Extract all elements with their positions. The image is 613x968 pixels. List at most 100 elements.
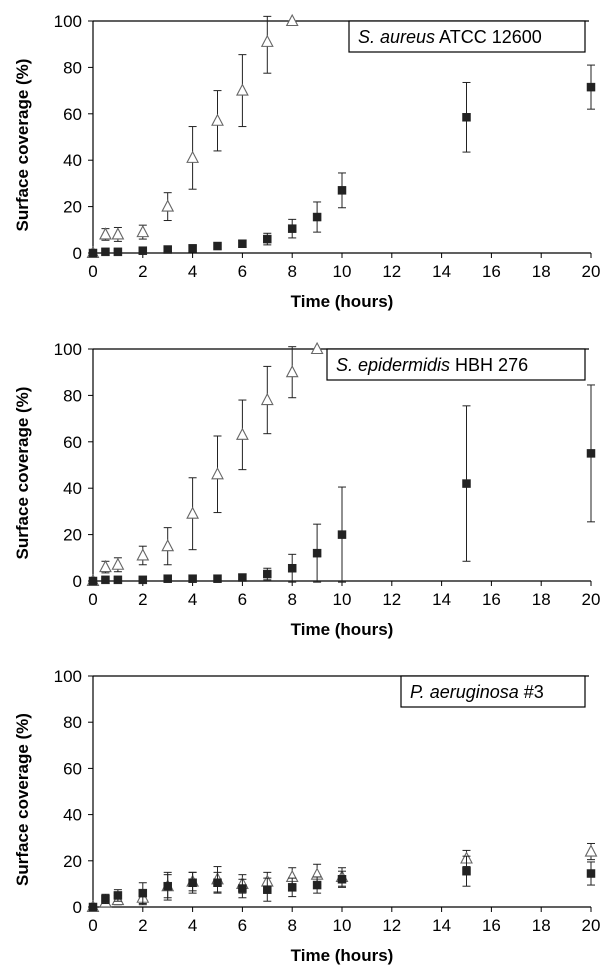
y-axis-label: Surface coverage (%) xyxy=(13,59,32,232)
y-tick-label: 0 xyxy=(73,244,82,263)
data-point-square xyxy=(213,574,222,583)
data-point-square xyxy=(337,875,347,884)
data-point-square xyxy=(263,885,272,894)
data-point-square xyxy=(113,247,123,257)
x-tick-label: 0 xyxy=(88,916,97,935)
data-point-square xyxy=(163,881,172,891)
y-tick-label: 80 xyxy=(63,58,82,77)
y-tick-label: 80 xyxy=(63,386,82,405)
data-point-square xyxy=(88,902,98,912)
data-point-triangle xyxy=(136,224,150,238)
series-filled-square xyxy=(88,855,596,912)
data-point-square xyxy=(188,878,197,887)
data-point-square xyxy=(263,569,272,579)
y-tick-label: 100 xyxy=(54,340,82,359)
data-point-square xyxy=(163,245,172,254)
x-tick-label: 8 xyxy=(287,590,296,609)
y-tick-label: 60 xyxy=(63,433,82,452)
data-point-square xyxy=(213,878,222,887)
chart-panel-1: 0 20 40 60 80 100 0 2 4 6 8 10 12 14 16 18 20 Time (hours… xyxy=(13,12,600,311)
strain-label-box xyxy=(348,20,586,53)
x-tick-label: 16 xyxy=(482,262,501,281)
data-point-square xyxy=(287,883,297,892)
data-point-triangle xyxy=(186,506,200,519)
x-tick-label: 10 xyxy=(333,590,352,609)
data-point-triangle xyxy=(235,83,249,96)
x-tick-label: 4 xyxy=(188,916,197,935)
data-point-triangle xyxy=(136,548,150,561)
y-tick-label: 100 xyxy=(54,667,82,686)
x-tick-label: 0 xyxy=(88,590,97,609)
y-axis-label: Surface coverage (%) xyxy=(13,387,32,560)
strain-label-species: S. aureus xyxy=(358,27,435,47)
y-axis-label: Surface coverage (%) xyxy=(13,713,32,886)
strain-label-id: ATCC 12600 xyxy=(435,27,542,47)
data-point-triangle xyxy=(584,844,598,857)
x-tick-label: 12 xyxy=(382,590,401,609)
strain-label-id: #3 xyxy=(519,682,544,702)
data-point-square xyxy=(462,866,471,876)
x-tick-label: 18 xyxy=(532,590,551,609)
data-point-triangle xyxy=(186,150,200,163)
x-tick-label: 8 xyxy=(287,916,296,935)
data-point-square xyxy=(163,574,172,583)
data-point-square xyxy=(88,248,98,258)
data-point-square xyxy=(263,234,272,244)
data-point-square xyxy=(462,479,471,488)
data-point-square xyxy=(101,247,110,257)
data-point-triangle xyxy=(99,559,112,573)
data-point-square xyxy=(586,449,596,458)
x-tick-label: 8 xyxy=(287,262,296,281)
series-filled-square xyxy=(88,64,596,258)
data-point-square xyxy=(88,576,98,586)
data-point-square xyxy=(213,241,222,251)
data-point-square xyxy=(312,548,322,558)
y-tick-label: 20 xyxy=(63,526,82,545)
strain-label: P. aeruginosa #3 xyxy=(410,682,544,702)
strain-label-box xyxy=(400,675,586,708)
chart-panel-3: 0 20 40 60 80 100 0 2 4 6 8 10 12 14 16 18 20 Time (hours… xyxy=(13,667,600,965)
data-point-square xyxy=(101,575,110,585)
y-tick-label: 60 xyxy=(63,759,82,778)
x-tick-label: 16 xyxy=(482,590,501,609)
x-tick-label: 18 xyxy=(532,262,551,281)
data-point-triangle xyxy=(285,365,299,378)
data-point-triangle xyxy=(285,13,299,27)
data-point-square xyxy=(586,82,596,92)
x-tick-label: 2 xyxy=(138,590,147,609)
data-point-square xyxy=(287,224,297,233)
y-tick-label: 0 xyxy=(73,898,82,917)
x-tick-label: 14 xyxy=(432,262,451,281)
x-tick-label: 18 xyxy=(532,916,551,935)
data-point-triangle xyxy=(161,539,175,552)
data-point-square xyxy=(138,888,148,898)
data-point-square xyxy=(188,574,197,583)
data-point-triangle xyxy=(111,227,125,240)
strain-label-id: HBH 276 xyxy=(450,355,528,375)
x-tick-label: 20 xyxy=(582,262,601,281)
y-tick-label: 40 xyxy=(63,806,82,825)
x-tick-label: 2 xyxy=(138,916,147,935)
x-tick-label: 14 xyxy=(432,590,451,609)
data-point-square xyxy=(101,894,110,904)
x-tick-label: 4 xyxy=(188,590,197,609)
data-point-triangle xyxy=(161,199,175,212)
data-point-square xyxy=(113,575,123,585)
data-point-triangle xyxy=(235,427,249,440)
data-point-square xyxy=(188,244,197,253)
x-tick-label: 10 xyxy=(333,916,352,935)
y-tick-label: 100 xyxy=(54,12,82,31)
y-tick-label: 80 xyxy=(63,713,82,732)
x-tick-label: 6 xyxy=(238,916,247,935)
data-point-square xyxy=(238,884,247,893)
x-tick-label: 10 xyxy=(333,262,352,281)
x-tick-label: 20 xyxy=(582,590,601,609)
data-point-square xyxy=(138,575,148,585)
data-point-square xyxy=(337,530,347,539)
data-point-square xyxy=(238,573,247,582)
strain-label: S. epidermidis HBH 276 xyxy=(336,355,528,375)
data-point-square xyxy=(312,880,322,890)
data-point-triangle xyxy=(211,113,224,126)
x-tick-label: 2 xyxy=(138,262,147,281)
